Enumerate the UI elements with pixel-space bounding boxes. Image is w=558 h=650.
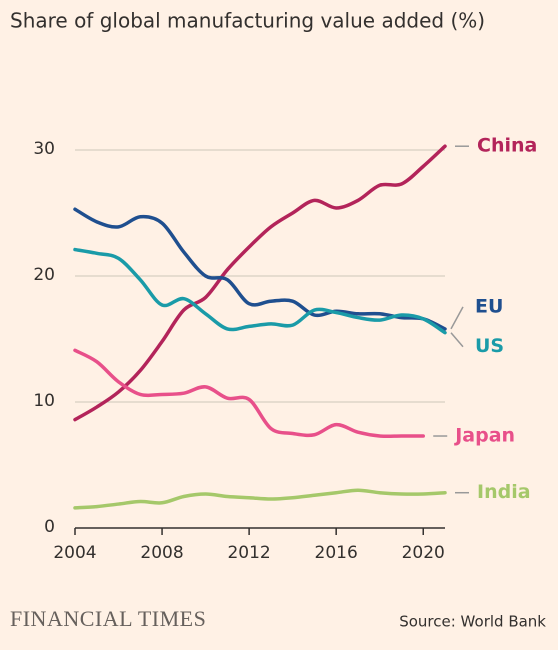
- source: Source: World Bank: [399, 613, 546, 631]
- series-label: EU: [475, 295, 503, 317]
- x-tick-label: 2008: [140, 543, 183, 563]
- series-label: China: [477, 135, 537, 157]
- y-tick-label: 10: [33, 391, 55, 411]
- x-tick-label: 2004: [53, 543, 96, 563]
- x-tick-label: 2012: [227, 543, 270, 563]
- series-line: [73, 207, 447, 331]
- x-tick-label: 2020: [402, 543, 445, 563]
- y-tick-label: 20: [33, 265, 55, 285]
- series-label: Japan: [453, 425, 515, 447]
- y-tick-label: 30: [33, 139, 55, 159]
- x-tick-label: 2016: [315, 543, 358, 563]
- series-label: US: [475, 335, 504, 357]
- series-line: [73, 348, 425, 439]
- leader-line: [450, 306, 464, 330]
- series-label: India: [477, 481, 531, 503]
- y-tick-label: 0: [44, 517, 55, 537]
- series-line: [73, 488, 447, 510]
- chart-title: Share of global manufacturing value adde…: [10, 9, 485, 33]
- brand: FINANCIAL TIMES: [10, 606, 206, 631]
- leader-line: [450, 332, 464, 348]
- series-line: [73, 247, 447, 335]
- series-line: [73, 144, 447, 422]
